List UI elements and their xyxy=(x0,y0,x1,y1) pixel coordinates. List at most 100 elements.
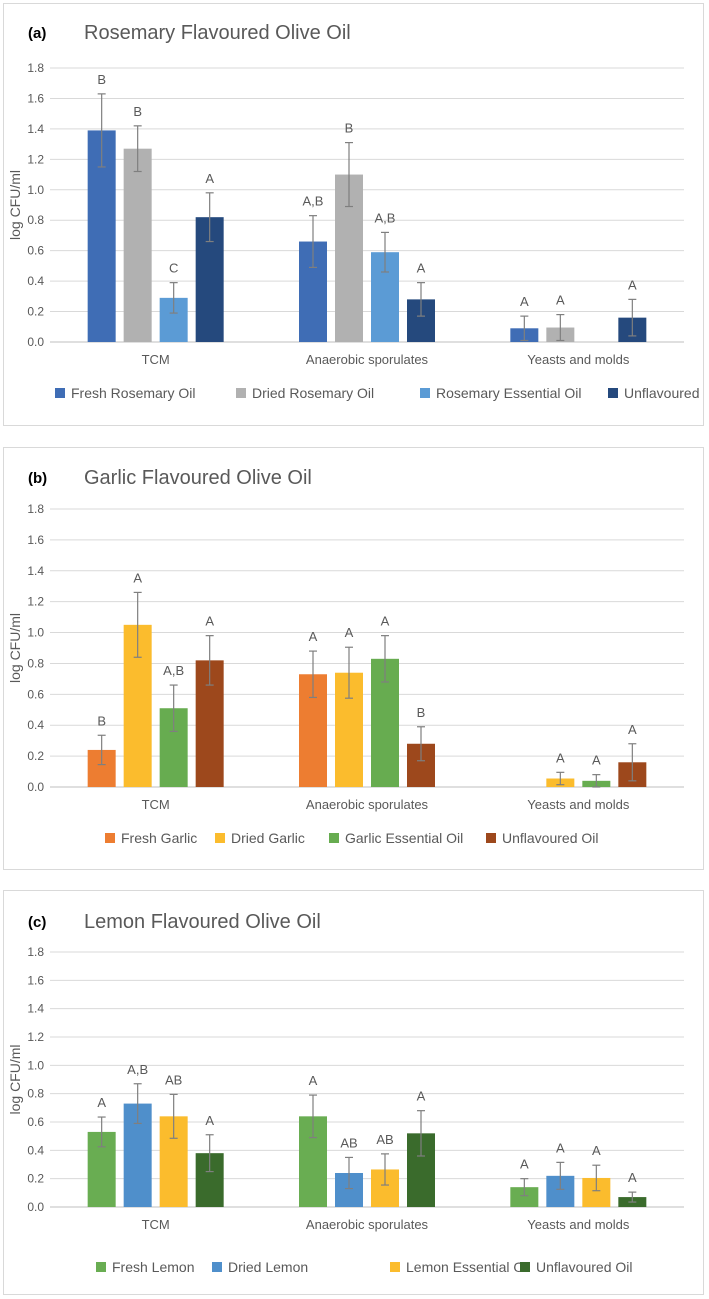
significance-letter: B xyxy=(345,121,354,136)
x-tick-label: Yeasts and molds xyxy=(527,352,630,367)
y-tick-label: 1.0 xyxy=(27,183,44,197)
significance-letter: C xyxy=(169,261,178,276)
significance-letter: B xyxy=(97,713,106,728)
significance-letter: AB xyxy=(376,1132,393,1147)
lemon-chart: (c) Lemon Flavoured Olive Oil 0.0 0.2 0.4 0.6… xyxy=(7,911,684,1275)
bar xyxy=(510,1187,539,1207)
legend-swatch xyxy=(212,1262,222,1272)
legend-swatch xyxy=(520,1262,530,1272)
significance-letter: A xyxy=(556,750,565,765)
legend-label: Lemon Essential Oil xyxy=(406,1259,531,1275)
chart-panel-a: (a) Rosemary Flavoured Olive Oil 0.0 0.2 0.4… xyxy=(3,3,709,426)
y-tick-label: 0.0 xyxy=(27,780,44,794)
x-tick-label: Yeasts and molds xyxy=(527,797,630,812)
y-tick-label: 1.8 xyxy=(27,945,44,959)
legend-label: Unflavoured Oil xyxy=(536,1259,633,1275)
y-tick-label: 1.8 xyxy=(27,61,44,75)
significance-letter: AB xyxy=(340,1135,357,1150)
legend-swatch xyxy=(55,388,65,398)
significance-letter: A xyxy=(205,1113,214,1128)
legend-label: Unflavoured Oil xyxy=(502,830,599,846)
y-tick-label: 1.4 xyxy=(27,122,44,136)
legend-swatch xyxy=(329,833,339,843)
legend-swatch xyxy=(105,833,115,843)
y-tick-label: 0.8 xyxy=(27,656,44,670)
panel-label: (b) xyxy=(28,470,47,487)
significance-letter: A xyxy=(345,625,354,640)
x-tick-label: Anaerobic sporulates xyxy=(306,797,429,812)
significance-letter: A xyxy=(556,1140,565,1155)
significance-letter: A xyxy=(520,1157,529,1172)
significance-letter: A xyxy=(205,171,214,186)
legend-label: Dried Rosemary Oil xyxy=(252,385,374,401)
y-tick-label: 0.8 xyxy=(27,213,44,227)
significance-letter: A xyxy=(417,1089,426,1104)
legend-label: Fresh Rosemary Oil xyxy=(71,385,195,401)
y-tick-label: 1.2 xyxy=(27,1030,44,1044)
significance-letter: A,B xyxy=(375,210,396,225)
legend-label: Fresh Lemon xyxy=(112,1259,194,1275)
legend-swatch xyxy=(420,388,430,398)
y-tick-label: 0.4 xyxy=(27,718,44,732)
significance-letter: A xyxy=(133,570,142,585)
legend-swatch xyxy=(96,1262,106,1272)
chart-title: Lemon Flavoured Olive Oil xyxy=(84,911,321,933)
legend-label: Garlic Essential Oil xyxy=(345,830,463,846)
x-tick-label: Anaerobic sporulates xyxy=(306,352,429,367)
y-tick-label: 1.2 xyxy=(27,152,44,166)
y-tick-label: 0.6 xyxy=(27,244,44,258)
panel-label: (a) xyxy=(28,25,46,42)
significance-letter: A,B xyxy=(303,194,324,209)
significance-letter: A xyxy=(628,1170,637,1185)
y-axis-label: log CFU/ml xyxy=(7,170,23,240)
chart-panel-b: (b) Garlic Flavoured Olive Oil 0.0 0.2 0.4 0.… xyxy=(3,447,704,870)
significance-letter: A,B xyxy=(127,1062,148,1077)
significance-letter: A xyxy=(205,614,214,629)
y-tick-label: 0.2 xyxy=(27,1172,44,1186)
legend-swatch xyxy=(608,388,618,398)
x-tick-label: TCM xyxy=(142,1217,170,1232)
y-tick-label: 0.4 xyxy=(27,1143,44,1157)
legend-label: Dried Lemon xyxy=(228,1259,308,1275)
y-tick-label: 1.0 xyxy=(27,626,44,640)
y-tick-label: 0.6 xyxy=(27,1115,44,1129)
chart-panel-c: (c) Lemon Flavoured Olive Oil 0.0 0.2 0.4 0.6… xyxy=(3,890,704,1295)
y-tick-label: 0.6 xyxy=(27,687,44,701)
y-tick-label: 1.0 xyxy=(27,1058,44,1072)
significance-letter: A xyxy=(381,614,390,629)
legend-label: Rosemary Essential Oil xyxy=(436,385,582,401)
significance-letter: A,B xyxy=(163,663,184,678)
significance-letter: A xyxy=(520,294,529,309)
y-tick-label: 1.6 xyxy=(27,533,44,547)
significance-letter: A xyxy=(592,753,601,768)
bar xyxy=(123,148,152,342)
significance-letter: A xyxy=(592,1143,601,1158)
y-tick-label: 1.8 xyxy=(27,502,44,516)
legend-swatch xyxy=(236,388,246,398)
significance-letter: AB xyxy=(165,1072,182,1087)
y-tick-label: 0.0 xyxy=(27,1200,44,1214)
x-tick-label: Anaerobic sporulates xyxy=(306,1217,429,1232)
y-tick-label: 0.4 xyxy=(27,274,44,288)
y-tick-label: 0.8 xyxy=(27,1087,44,1101)
y-axis-label: log CFU/ml xyxy=(7,613,23,683)
significance-letter: A xyxy=(556,293,565,308)
x-tick-label: TCM xyxy=(142,797,170,812)
x-tick-label: Yeasts and molds xyxy=(527,1217,630,1232)
y-tick-label: 1.4 xyxy=(27,1002,44,1016)
garlic-chart: (b) Garlic Flavoured Olive Oil 0.0 0.2 0.4 0.… xyxy=(7,467,684,846)
significance-letter: A xyxy=(628,722,637,737)
legend-label: Fresh Garlic xyxy=(121,830,197,846)
significance-letter: A xyxy=(309,1073,318,1088)
rosemary-chart: (a) Rosemary Flavoured Olive Oil 0.0 0.2 0.4… xyxy=(7,22,709,401)
chart-title: Rosemary Flavoured Olive Oil xyxy=(84,22,351,44)
y-tick-label: 0.2 xyxy=(27,749,44,763)
chart-title: Garlic Flavoured Olive Oil xyxy=(84,467,312,489)
y-tick-label: 1.4 xyxy=(27,564,44,578)
significance-letter: B xyxy=(417,705,426,720)
y-tick-label: 1.2 xyxy=(27,595,44,609)
y-tick-label: 0.2 xyxy=(27,305,44,319)
y-tick-label: 0.0 xyxy=(27,335,44,349)
significance-letter: B xyxy=(97,72,106,87)
y-tick-label: 1.6 xyxy=(27,91,44,105)
